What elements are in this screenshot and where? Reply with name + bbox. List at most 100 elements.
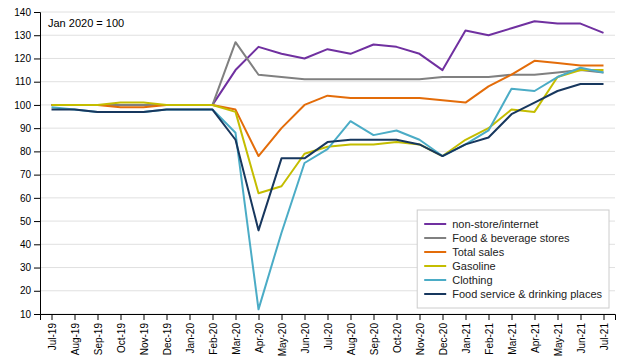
tick: 10 (20, 309, 40, 320)
tick-label: Jul-20 (323, 323, 334, 351)
tick-label: Nov-20 (415, 323, 426, 356)
legend-swatch (424, 279, 446, 281)
tick-label: Oct-19 (116, 323, 127, 353)
tick: Apr-21 (530, 314, 541, 353)
tick-label: May-21 (553, 323, 564, 357)
tick-label: 110 (15, 76, 31, 87)
tick-mark (420, 314, 421, 320)
tick-label: 20 (20, 285, 32, 296)
tick-label: Feb-20 (208, 323, 219, 355)
tick-label: Aug-19 (70, 323, 81, 356)
tick-label: 40 (20, 239, 32, 250)
tick-mark (558, 314, 559, 320)
tick-label: Feb-21 (484, 323, 495, 355)
tick-mark (328, 314, 329, 320)
tick: 40 (20, 239, 40, 250)
tick-mark (512, 314, 513, 320)
legend-frame (417, 210, 609, 308)
axis-line (41, 315, 616, 321)
tick-label: Mar-20 (231, 323, 242, 355)
line (52, 21, 604, 105)
tick: Sep-20 (369, 314, 380, 355)
grid-line (40, 151, 615, 152)
tick-label: 140 (14, 7, 31, 18)
tick: 80 (20, 146, 40, 157)
line (52, 84, 604, 230)
tick: Jul-21 (599, 314, 610, 350)
tick-mark (75, 314, 76, 320)
tick: Jun-21 (576, 314, 587, 354)
tick-mark (34, 35, 40, 36)
tick-label: Jul-21 (599, 323, 610, 351)
tick-mark (282, 314, 283, 320)
tick-label: 50 (20, 216, 32, 227)
tick-label: Dec-20 (438, 323, 449, 356)
tick-label: Sep-19 (93, 323, 104, 356)
tick-label: May-20 (277, 323, 288, 357)
tick: Oct-19 (116, 314, 127, 353)
legend-swatch (424, 265, 446, 267)
tick: Sep-19 (93, 314, 104, 355)
tick: Mar-21 (507, 314, 518, 355)
tick-mark (374, 314, 375, 320)
tick: 100 (14, 100, 40, 111)
tick: May-21 (553, 314, 564, 356)
grid-line (40, 35, 615, 36)
tick-label: Oct-20 (392, 323, 403, 353)
tick: Feb-21 (484, 314, 495, 355)
grid (40, 12, 615, 314)
legend-swatch (424, 223, 446, 225)
tick: May-20 (277, 314, 288, 356)
tick-mark (443, 314, 444, 320)
tick-label: Nov-19 (139, 323, 150, 356)
axis-line (34, 13, 41, 315)
tick-label: 120 (14, 53, 31, 64)
tick-label: Jul-19 (47, 323, 58, 351)
tick-mark (144, 314, 145, 320)
tick: 60 (20, 193, 40, 204)
tick-mark (213, 314, 214, 320)
tick-label: 90 (20, 123, 32, 134)
tick: Jul-20 (323, 314, 334, 350)
tick-mark (34, 128, 40, 129)
tick-label: Aug-20 (346, 323, 357, 356)
tick-label: 130 (14, 30, 31, 41)
tick-label: Sep-20 (369, 323, 380, 356)
tick: 110 (15, 76, 40, 87)
tick-mark (34, 12, 40, 13)
tick: 20 (20, 285, 40, 296)
tick-mark (190, 314, 191, 320)
tick: Nov-19 (139, 314, 150, 355)
x-axis: Jul-19Aug-19Sep-19Oct-19Nov-19Dec-19Jan-… (41, 314, 616, 356)
legend-swatch (424, 293, 446, 295)
tick: 140 (14, 7, 40, 18)
tick-mark (489, 314, 490, 320)
tick: Nov-20 (415, 314, 426, 355)
tick: Aug-19 (70, 314, 81, 355)
tick-mark (535, 314, 536, 320)
legend-label: Food service & drinking places (452, 288, 602, 300)
tick-mark (34, 82, 40, 83)
grid-line (40, 197, 615, 198)
tick-mark (259, 314, 260, 320)
tick-label: 80 (20, 146, 32, 157)
line (52, 70, 604, 193)
tick: Aug-20 (346, 314, 357, 355)
legend-label: Total sales (452, 246, 504, 258)
tick: Dec-20 (438, 314, 449, 355)
tick-label: Jan-21 (461, 323, 472, 354)
tick: 90 (20, 123, 40, 134)
tick-mark (236, 314, 237, 320)
legend-label: Gasoline (452, 260, 495, 272)
tick-mark (52, 314, 53, 320)
tick-mark (466, 314, 467, 320)
tick-mark (351, 314, 352, 320)
tick-label: Jun-20 (300, 323, 311, 354)
grid-line (40, 81, 615, 82)
tick: Jul-19 (47, 314, 58, 350)
tick-mark (167, 314, 168, 320)
legend-label: Clothing (452, 274, 492, 286)
tick-label: Jan-20 (185, 323, 196, 354)
tick-mark (305, 314, 306, 320)
tick-label: Apr-21 (530, 323, 541, 353)
